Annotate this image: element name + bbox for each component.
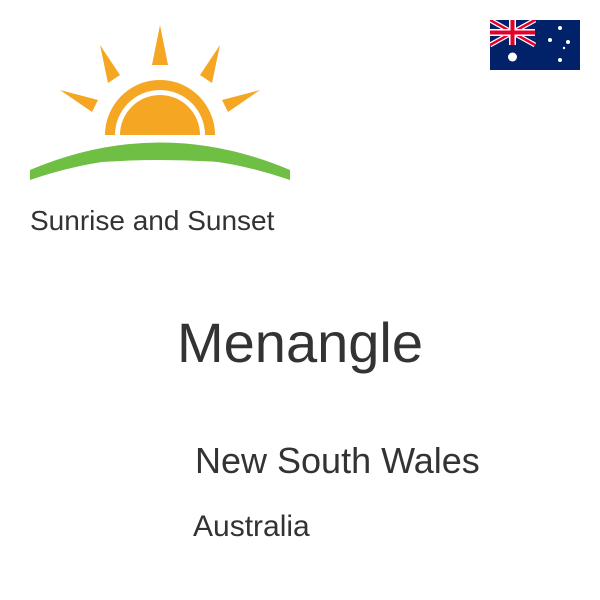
country-name: Australia (193, 510, 310, 544)
city-name: Menangle (0, 310, 600, 375)
australia-flag-icon (490, 20, 580, 70)
sunrise-logo-icon (20, 20, 300, 200)
region-name: New South Wales (195, 440, 480, 482)
tagline-text: Sunrise and Sunset (30, 205, 274, 237)
